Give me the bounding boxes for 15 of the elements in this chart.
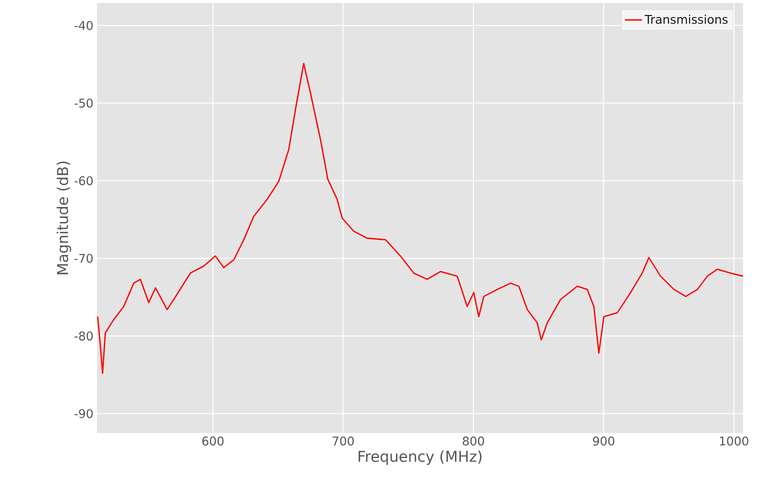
y-tick-label: -80 xyxy=(74,331,93,340)
x-tick-label: 800 xyxy=(462,436,484,446)
y-tick-label: -90 xyxy=(74,409,93,418)
x-tick-label: 600 xyxy=(202,436,224,446)
legend-label: Transmissions xyxy=(644,14,728,24)
line-series xyxy=(97,62,744,374)
x-tick-label: 1000 xyxy=(720,436,748,446)
y-tick-label: -60 xyxy=(74,176,93,186)
y-tick-label: -70 xyxy=(74,254,93,263)
y-axis-title: Magnitude (dB) xyxy=(56,162,72,274)
y-tick-label: -40 xyxy=(74,20,93,30)
y-tick-label: -50 xyxy=(74,98,93,108)
x-tick-label: 900 xyxy=(592,436,614,446)
x-tick-label: 700 xyxy=(332,436,354,446)
x-axis-title: Frequency (MHz) xyxy=(358,450,482,465)
